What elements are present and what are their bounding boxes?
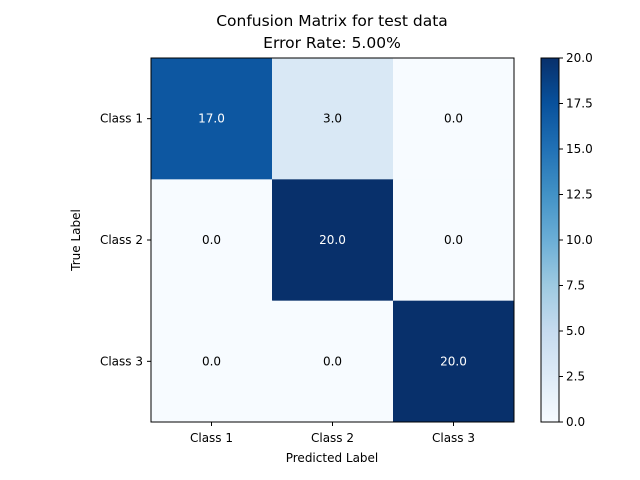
- cell-value-label: 20.0: [440, 354, 467, 368]
- heatmap-cells: 17.0 3.0 0.0 0.0 20.0 0.0 0.0 0.0 20.0: [151, 58, 515, 423]
- colorbar-tick-label: 20.0: [566, 51, 593, 65]
- cell-value-label: 0.0: [202, 354, 221, 368]
- y-tick-label: Class 3: [100, 354, 143, 368]
- heatmap-cell: [272, 300, 394, 423]
- x-tick-label: Class 3: [432, 431, 475, 445]
- cell-value-label: 17.0: [198, 112, 225, 126]
- y-tick-label: Class 1: [100, 112, 143, 126]
- heatmap-cell: [393, 300, 515, 423]
- cell-value-label: 0.0: [202, 233, 221, 247]
- chart-subtitle: Error Rate: 5.00%: [263, 34, 401, 52]
- colorbar: [540, 57, 560, 423]
- colorbar-tick-label: 5.0: [566, 324, 585, 338]
- cell-value-label: 20.0: [319, 233, 346, 247]
- heatmap-cell: [151, 58, 273, 180]
- colorbar-tick-label: 2.5: [566, 370, 585, 384]
- colorbar-tick-label: 12.5: [566, 188, 593, 202]
- y-tick-label: Class 2: [100, 233, 143, 247]
- cell-value-label: 0.0: [323, 354, 342, 368]
- colorbar-axis: 0.0 2.5 5.0 7.5 10.0 12.5 15.0 17.5 20.0: [559, 51, 593, 429]
- heatmap-cell: [393, 58, 515, 180]
- heatmap-cell: [393, 179, 515, 302]
- colorbar-tick-label: 15.0: [566, 142, 593, 156]
- heatmap-cell: [272, 58, 394, 180]
- colorbar-tick-label: 17.5: [566, 97, 593, 111]
- x-axis: Class 1 Class 2 Class 3: [190, 422, 475, 445]
- x-axis-label: Predicted Label: [286, 451, 379, 465]
- heatmap-cell: [151, 300, 273, 423]
- y-axis: Class 1 Class 2 Class 3: [100, 112, 151, 368]
- cell-value-label: 0.0: [444, 112, 463, 126]
- colorbar-tick-label: 0.0: [566, 415, 585, 429]
- colorbar-tick-label: 10.0: [566, 233, 593, 247]
- x-tick-label: Class 1: [190, 431, 233, 445]
- chart-title: Confusion Matrix for test data: [216, 12, 448, 30]
- heatmap-cell: [272, 179, 394, 302]
- cell-value-label: 0.0: [444, 233, 463, 247]
- colorbar-tick-label: 7.5: [566, 279, 585, 293]
- heatmap-cell: [151, 179, 273, 302]
- y-axis-label: True Label: [69, 209, 83, 272]
- x-tick-label: Class 2: [311, 431, 354, 445]
- cell-value-label: 3.0: [323, 112, 342, 126]
